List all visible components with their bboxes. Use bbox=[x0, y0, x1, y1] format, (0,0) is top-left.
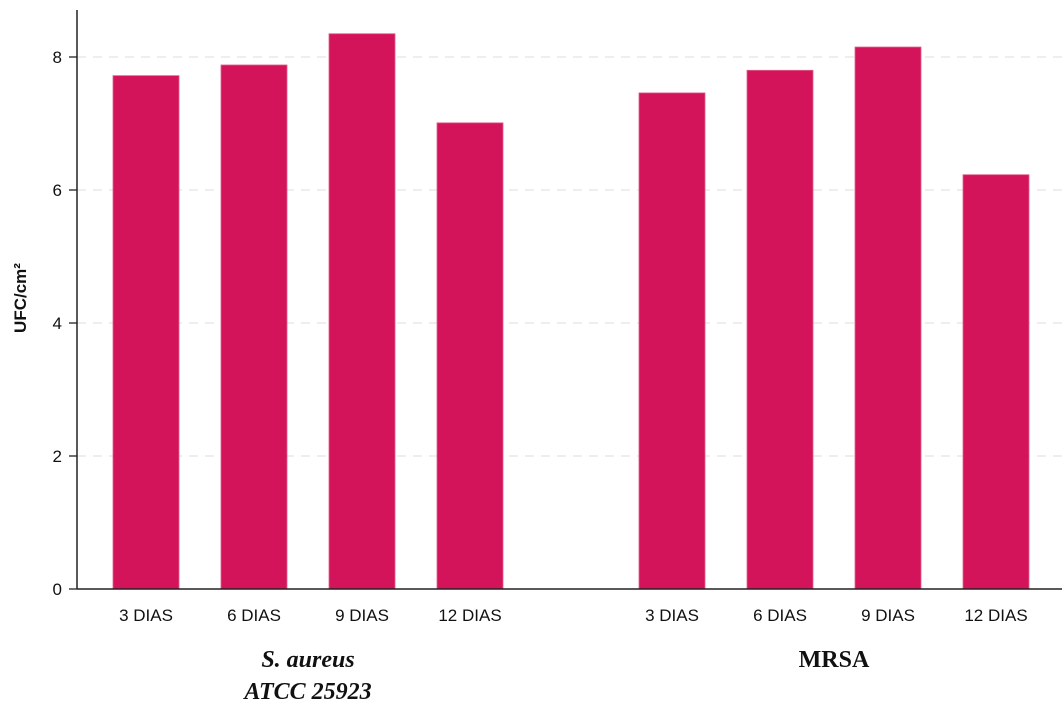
bar bbox=[962, 174, 1030, 590]
x-tick-label: 12 DIAS bbox=[438, 606, 501, 625]
bar bbox=[328, 33, 396, 590]
x-tick-label: 12 DIAS bbox=[964, 606, 1027, 625]
y-tick-label: 0 bbox=[53, 580, 62, 599]
bars bbox=[112, 33, 1030, 590]
x-tick-label: 6 DIAS bbox=[227, 606, 281, 625]
group-label: ATCC 25923 bbox=[242, 679, 371, 705]
x-tick-label: 9 DIAS bbox=[335, 606, 389, 625]
axes bbox=[69, 10, 1062, 590]
y-tick-label: 6 bbox=[53, 181, 62, 200]
x-tick-label: 3 DIAS bbox=[645, 606, 699, 625]
x-tick-label: 9 DIAS bbox=[861, 606, 915, 625]
labels: 0 2 4 6 8 3 DIAS 6 DIAS 9 DIAS 12 DIAS S. aureus A… bbox=[53, 48, 1028, 705]
bar bbox=[436, 122, 504, 590]
y-tick-label: 4 bbox=[53, 314, 62, 333]
x-tick-label: 3 DIAS bbox=[119, 606, 173, 625]
bar bbox=[220, 64, 288, 590]
group-label: S. aureus bbox=[261, 647, 354, 673]
group-label: MRSA bbox=[799, 647, 870, 673]
bar bbox=[638, 92, 706, 590]
bar bbox=[112, 75, 180, 590]
bar bbox=[746, 69, 814, 590]
x-tick-label: 6 DIAS bbox=[753, 606, 807, 625]
y-axis-title: UFC/cm² bbox=[11, 263, 30, 333]
y-tick-label: 2 bbox=[53, 447, 62, 466]
bar bbox=[854, 46, 922, 590]
y-tick-label: 8 bbox=[53, 48, 62, 67]
